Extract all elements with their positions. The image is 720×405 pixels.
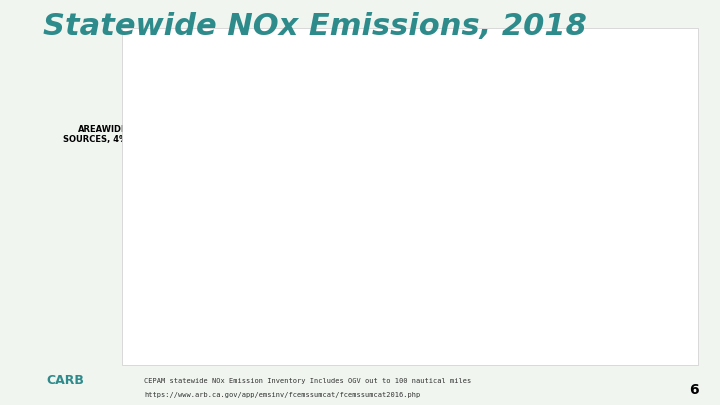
Bar — [450, 117, 680, 186]
Text: ON-ROAD
TRUCKS AND
BUSES, 28%: ON-ROAD TRUCKS AND BUSES, 28% — [232, 257, 298, 287]
Text: https://www.arb.ca.gov/app/emsinv/fcemssumcat/fcemssumcat2016.php: https://www.arb.ca.gov/app/emsinv/fcemss… — [144, 392, 420, 398]
Bar — [450, 279, 680, 324]
Text: OFF-ROAD
EQUIPMENT, 9%: OFF-ROAD EQUIPMENT, 9% — [525, 205, 606, 225]
Wedge shape — [171, 67, 284, 196]
Text: 6: 6 — [689, 383, 698, 397]
Bar — [450, 65, 680, 117]
Text: ON-ROAD LIGHT
DUTY MOTOR
VEHICLES, 11%: ON-ROAD LIGHT DUTY MOTOR VEHICLES, 11% — [163, 189, 245, 219]
Bar — [450, 186, 680, 245]
Text: STATIONARY
SOURCES, 17%: STATIONARY SOURCES, 17% — [207, 120, 283, 139]
Text: CARB: CARB — [47, 374, 85, 387]
Text: TRAINS, 5%: TRAINS, 5% — [536, 257, 595, 266]
Wedge shape — [167, 196, 361, 326]
Text: CEPAM statewide NOx Emission Inventory Includes OGV out to 100 nautical miles: CEPAM statewide NOx Emission Inventory I… — [144, 378, 472, 384]
Bar — [450, 245, 680, 279]
Wedge shape — [284, 67, 414, 301]
Text: AIRCRAFT, 3%: AIRCRAFT, 3% — [530, 43, 600, 52]
Wedge shape — [155, 164, 284, 252]
Text: FARM
EQUIPMENT, 5%: FARM EQUIPMENT, 5% — [525, 81, 606, 100]
Text: OCEAN GOING
VESSELS, 14%: OCEAN GOING VESSELS, 14% — [529, 141, 601, 161]
Text: OFF-ROAD, 40%: OFF-ROAD, 40% — [320, 167, 401, 176]
Wedge shape — [159, 134, 284, 196]
Text: Statewide NOx Emissions, 2018: Statewide NOx Emissions, 2018 — [43, 12, 587, 41]
Text: AREAWIDE
SOURCES, 4%: AREAWIDE SOURCES, 4% — [63, 125, 127, 144]
Bar — [450, 30, 680, 65]
Text: OTHERS, 1%: OTHERS, 1% — [531, 336, 599, 346]
Text: HARBOR CRAFT,
3%: HARBOR CRAFT, 3% — [525, 292, 606, 311]
